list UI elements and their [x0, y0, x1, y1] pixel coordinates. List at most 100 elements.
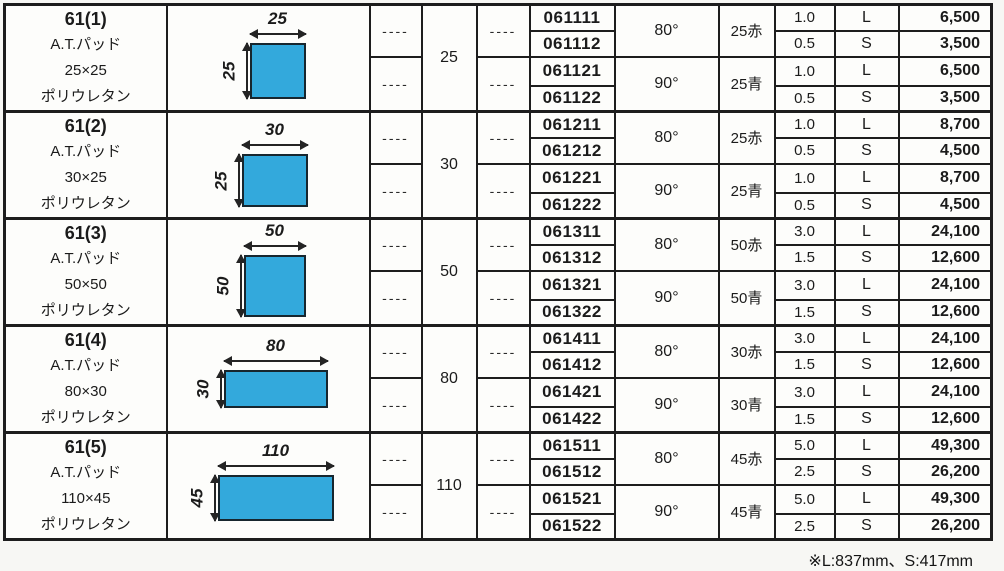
- angle: 90°: [613, 376, 720, 434]
- table-row: 061122 0.5 S 3,500: [5, 85, 993, 113]
- table-row: 061422 1.5 S 12,600: [5, 406, 993, 434]
- price: 3,500: [897, 30, 993, 58]
- thickness: 3.0: [773, 269, 836, 301]
- angle: 80°: [613, 324, 720, 379]
- price: 4,500: [897, 137, 993, 165]
- table-row: 61(5) A.T.パッド 110×45 ポリウレタン 110 45 ---- …: [3, 431, 993, 541]
- pad-shape: [249, 43, 306, 99]
- thickness: 1.5: [773, 244, 836, 272]
- product-material: ポリウレタン: [40, 409, 131, 426]
- table-row: ---- ---- 061521 90° 45青 5.0 L 49,300: [5, 483, 993, 541]
- width-dimension-line: [248, 29, 307, 39]
- product-code: 061512: [528, 458, 616, 486]
- product-info: 61(2) A.T.パッド 30×25 ポリウレタン: [3, 110, 168, 220]
- product-info: 61(4) A.T.パッド 80×30 ポリウレタン: [3, 324, 168, 434]
- thickness: 1.5: [773, 351, 836, 379]
- blank-dash-cell: ----: [475, 3, 531, 58]
- thickness: 0.5: [773, 192, 836, 220]
- blank-dash-cell: ----: [475, 269, 531, 327]
- product-code: 061412: [528, 351, 616, 379]
- color-size: 30青: [717, 376, 776, 434]
- blank-dash-cell: ----: [475, 376, 531, 434]
- blank-dash-cell: ----: [368, 431, 423, 486]
- table-row: ---- ---- 061421 90° 30青 3.0 L 24,100: [5, 376, 993, 434]
- product-code: 061111: [528, 3, 616, 32]
- length-type: L: [833, 376, 900, 408]
- thickness: 3.0: [773, 324, 836, 353]
- price: 49,300: [897, 431, 993, 460]
- price: 24,100: [897, 376, 993, 408]
- product-name: A.T.パッド: [50, 143, 122, 160]
- blank-dash-cell: ----: [368, 269, 423, 327]
- shared-dimension: 25: [420, 3, 478, 113]
- product-code: 061511: [528, 431, 616, 460]
- product-code: 061312: [528, 244, 616, 272]
- thickness: 1.5: [773, 299, 836, 327]
- angle: 90°: [613, 483, 720, 541]
- price: 12,600: [897, 299, 993, 327]
- pad-diagram: 80 30: [169, 329, 368, 431]
- length-type: S: [833, 513, 900, 541]
- price-table: 61(1) A.T.パッド 25×25 ポリウレタン 25 25 ---- 25…: [3, 3, 993, 541]
- price: 26,200: [897, 513, 993, 541]
- length-legend-note: ※L:837mm、S:417mm: [808, 553, 973, 570]
- length-type: L: [833, 162, 900, 194]
- product-info: 61(3) A.T.パッド 50×50 ポリウレタン: [3, 217, 168, 327]
- price: 12,600: [897, 244, 993, 272]
- pad-shape: [241, 154, 308, 207]
- price: 6,500: [897, 3, 993, 32]
- table-row: 61(3) A.T.パッド 50×50 ポリウレタン 50 50 ---- 50…: [3, 217, 993, 327]
- table-row: ---- ---- 061321 90° 50青 3.0 L 24,100: [5, 269, 993, 327]
- product-name: A.T.パッド: [50, 357, 122, 374]
- price: 49,300: [897, 483, 993, 515]
- color-size: 45赤: [717, 431, 776, 486]
- angle: 80°: [613, 110, 720, 165]
- height-dimension-line: [233, 153, 244, 208]
- length-type: L: [833, 217, 900, 246]
- table-row: 061222 0.5 S 4,500: [5, 192, 993, 220]
- shared-dimension: 110: [420, 431, 478, 541]
- angle: 80°: [613, 431, 720, 486]
- height-dimension-line: [235, 254, 246, 318]
- price: 24,100: [897, 269, 993, 301]
- table-row: 061112 0.5 S 3,500: [5, 30, 993, 58]
- blank-dash-cell: ----: [368, 162, 423, 220]
- blank-dash-cell: ----: [475, 324, 531, 379]
- width-dimension-label: 25: [268, 9, 287, 28]
- table-row: 61(1) A.T.パッド 25×25 ポリウレタン 25 25 ---- 25…: [3, 3, 993, 113]
- thickness: 1.0: [773, 110, 836, 139]
- table-row: 061312 1.5 S 12,600: [5, 244, 993, 272]
- product-code: 061222: [528, 192, 616, 220]
- table-row: 061522 2.5 S 26,200: [5, 513, 993, 541]
- height-dimension-label: 50: [213, 276, 233, 296]
- shared-dimension: 30: [420, 110, 478, 220]
- shared-dimension: 80: [420, 324, 478, 434]
- thickness: 0.5: [773, 137, 836, 165]
- pad-shape: [217, 475, 334, 521]
- length-type: L: [833, 324, 900, 353]
- product-size: 30×25: [64, 169, 107, 186]
- product-code: 061521: [528, 483, 616, 515]
- pad-diagram: 30 25: [169, 115, 368, 217]
- pad-shape: [223, 370, 328, 408]
- table-row: 061212 0.5 S 4,500: [5, 137, 993, 165]
- price: 26,200: [897, 458, 993, 486]
- product-name: A.T.パッド: [50, 36, 122, 53]
- width-dimension-label: 110: [261, 441, 290, 460]
- blank-dash-cell: ----: [368, 3, 423, 58]
- color-size: 50赤: [717, 217, 776, 272]
- pad-shape: [243, 255, 306, 317]
- thickness: 1.0: [773, 55, 836, 87]
- length-type: L: [833, 110, 900, 139]
- product-code: 061221: [528, 162, 616, 194]
- width-dimension-line: [216, 461, 335, 471]
- thickness: 5.0: [773, 431, 836, 460]
- blank-dash-cell: ----: [475, 217, 531, 272]
- angle: 80°: [613, 3, 720, 58]
- product-size: 50×50: [64, 276, 107, 293]
- length-type: L: [833, 55, 900, 87]
- table-row: ---- ---- 061121 90° 25青 1.0 L 6,500: [5, 55, 993, 113]
- length-type: S: [833, 351, 900, 379]
- thickness: 1.0: [773, 162, 836, 194]
- length-type: S: [833, 85, 900, 113]
